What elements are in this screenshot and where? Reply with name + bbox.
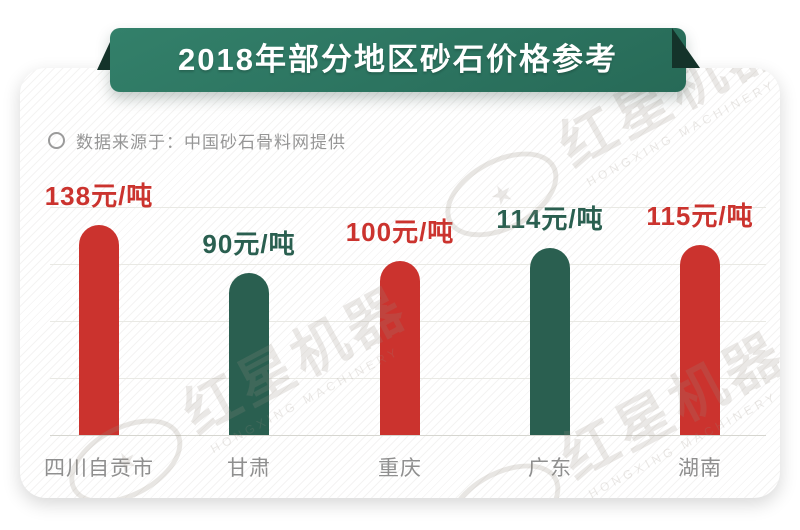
bar <box>380 261 420 435</box>
category-label: 四川自贡市 <box>44 457 154 480</box>
bar-value-label: 115元/吨 <box>646 201 754 231</box>
data-source-note: 数据来源于：中国砂石骨料网提供 <box>48 128 346 153</box>
bar <box>680 245 720 435</box>
category-label: 甘肃 <box>227 457 271 480</box>
x-axis-baseline <box>50 435 766 436</box>
ribbon-fold-left <box>97 42 110 70</box>
title-ribbon-banner: 2018年部分地区砂石价格参考 <box>97 28 700 92</box>
bar-value-label: 138元/吨 <box>44 181 154 211</box>
grid-line <box>50 207 766 208</box>
chart-card: ★ 红星机器 HONGXING MACHINERY ★ 红星机器 HONGXIN… <box>20 68 780 498</box>
data-source-text: 数据来源于：中国砂石骨料网提供 <box>76 133 346 152</box>
page-title: 2018年部分地区砂石价格参考 <box>178 42 618 77</box>
circle-outline-icon <box>48 132 65 149</box>
category-label: 湖南 <box>678 457 722 480</box>
bar-value-label: 90元/吨 <box>202 229 296 259</box>
bar-value-label: 114元/吨 <box>496 204 604 234</box>
category-label: 重庆 <box>378 457 422 480</box>
category-label: 广东 <box>528 457 572 480</box>
bar <box>530 248 570 435</box>
bar-chart-plot: 138元/吨四川自贡市 90元/吨甘肃 100元/吨重庆 114元/吨广东 115元/吨… <box>20 68 780 498</box>
bar <box>229 273 269 435</box>
bar <box>79 225 119 435</box>
bar-value-label: 100元/吨 <box>345 217 455 247</box>
